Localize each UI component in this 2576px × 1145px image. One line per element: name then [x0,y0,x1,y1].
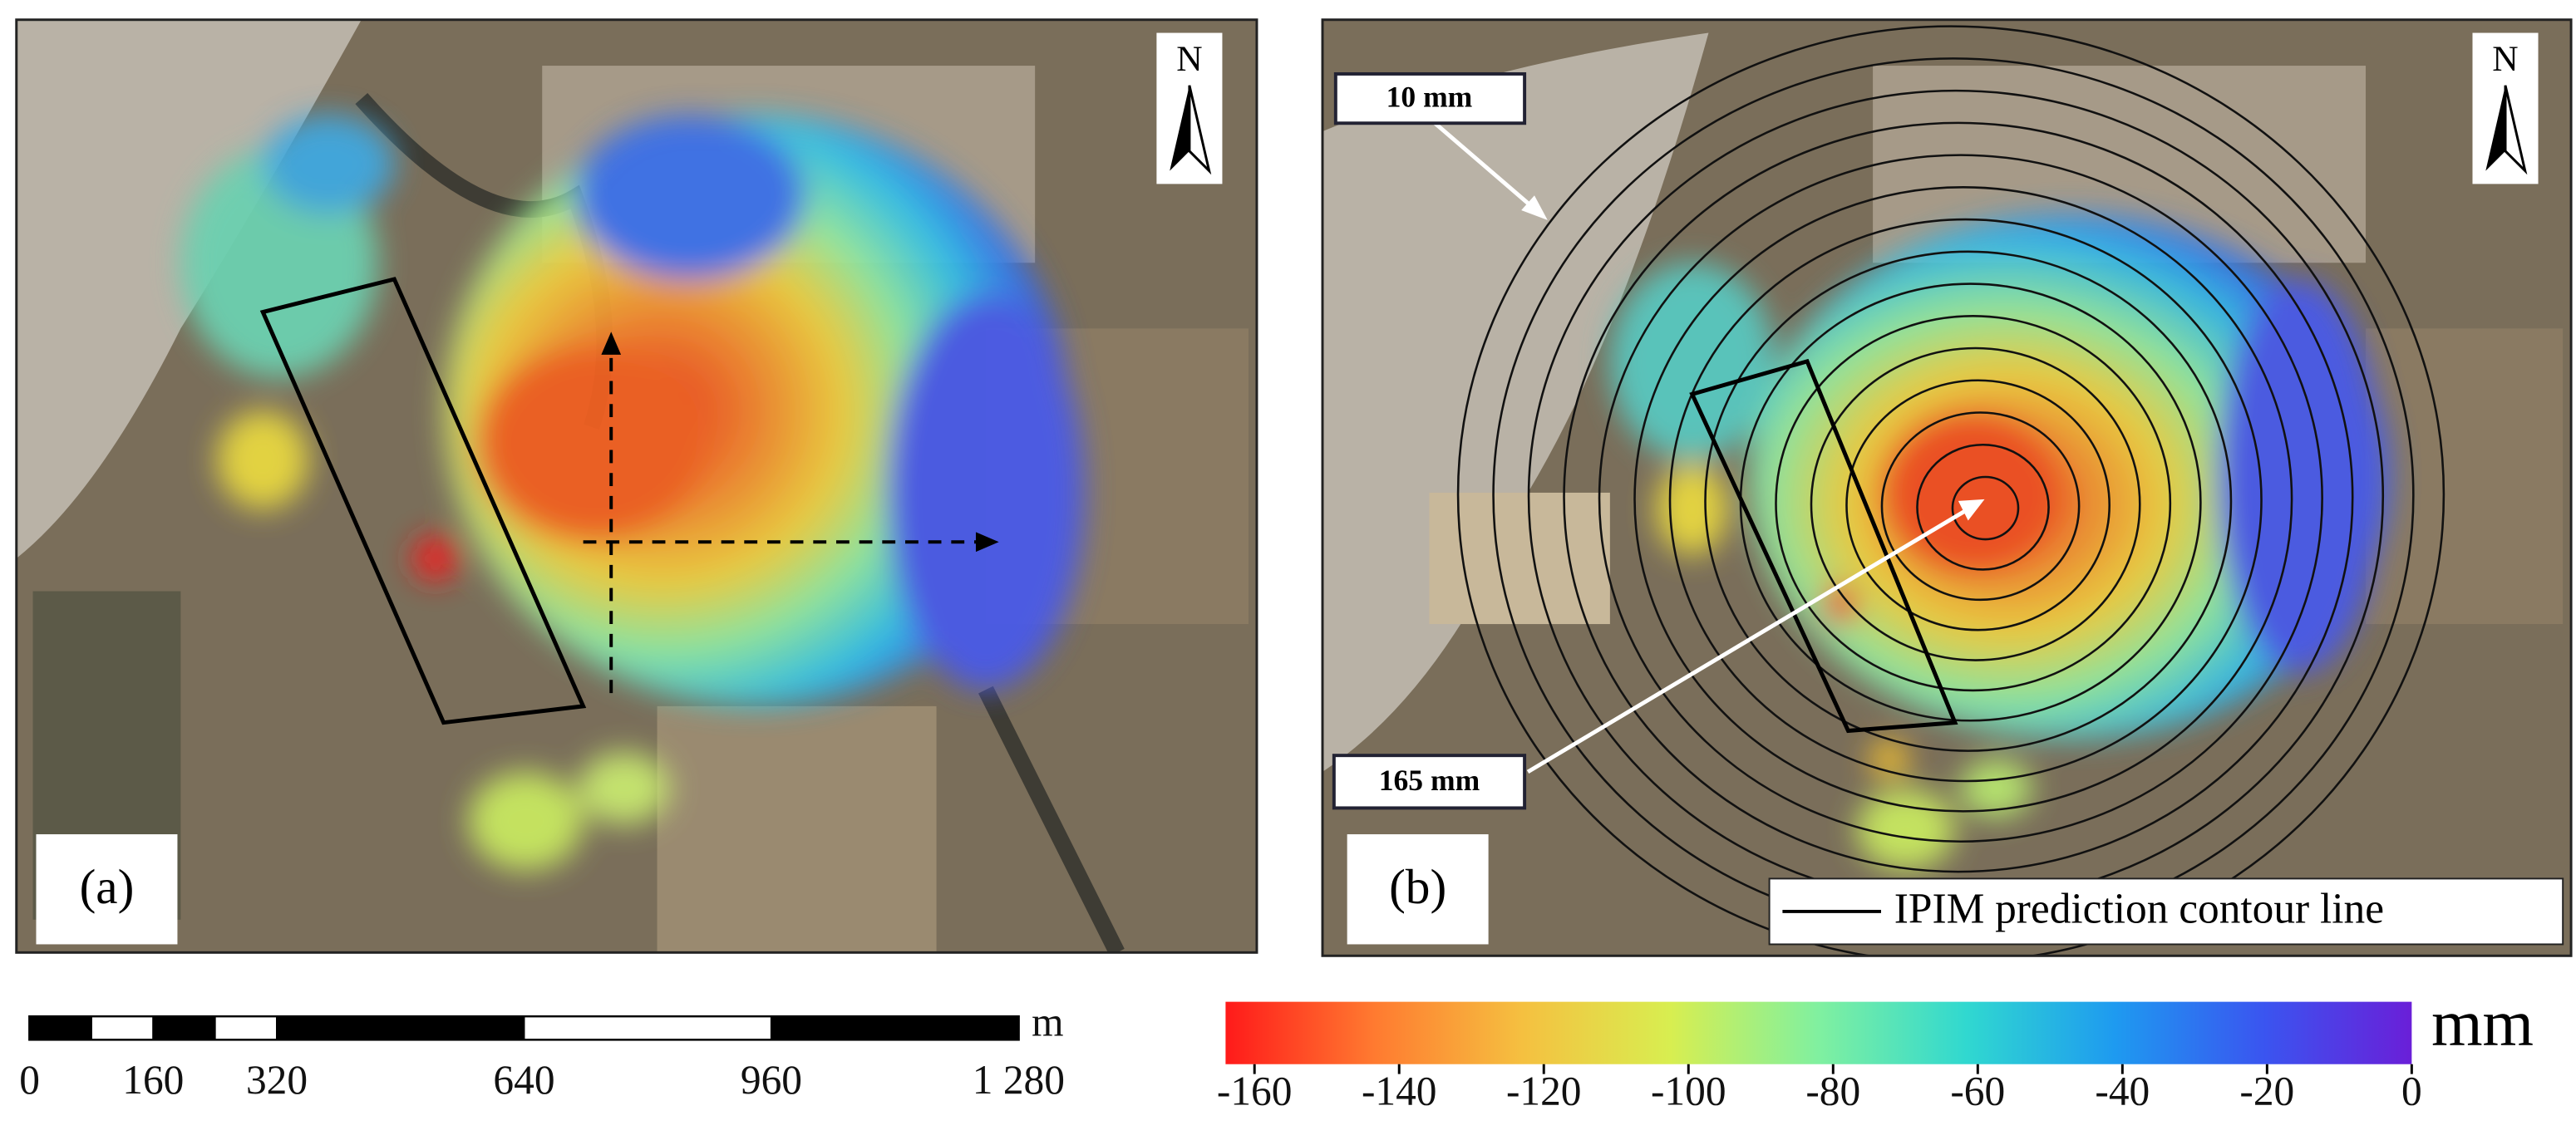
panel-label: (b) [1389,859,1446,914]
contour-line [1916,443,2050,571]
scale-segment [276,1015,525,1041]
panel-a: (a) N [16,19,1257,953]
colorbar-tick-label: -80 [1805,1069,1860,1114]
scale-segment [90,1015,155,1041]
colorbar-tick-label: 0 [2401,1069,2422,1114]
contour-line [1633,186,2293,813]
panel-label: (a) [80,859,135,914]
scale-segment [523,1015,772,1041]
contour-annotation: 165 mm [1379,764,1480,797]
contour-line [1598,154,2323,843]
scale-segment [770,1015,1020,1041]
contour-line [1775,315,2172,692]
scale-unit: m [1032,1000,1063,1045]
colorbar: -160 -140 -120 -100 -80 -60 -40 -20 0mm [1217,987,2534,1113]
contour-line [1845,379,2111,631]
scale-tick-label: 640 [493,1057,554,1103]
scale-tick-label: 320 [246,1057,308,1103]
colorbar-label: mm [2431,987,2534,1059]
contour-line [1456,25,2445,956]
scale-tick-label: 1 280 [973,1057,1065,1103]
north-label: N [2492,39,2518,79]
legend-label: IPIM prediction contour line [1894,886,2384,933]
contour-line [1563,121,2354,873]
scale-segment [214,1015,278,1041]
contour-line [1668,218,2263,783]
colorbar-tick-label: -40 [2095,1069,2150,1114]
contour-line [1810,346,2141,661]
north-label: N [1176,39,1202,79]
scale-tick-label: 960 [741,1057,802,1103]
scale-bar: 0 160 320 640 960 1 280 m [19,1000,1065,1103]
scale-tick-label: 0 [19,1057,40,1103]
contour-line [1704,250,2233,752]
colorbar-tick-label: -20 [2239,1069,2294,1114]
contour-line [1880,411,2081,602]
scale-segment [152,1015,216,1041]
scale-tick-label: 160 [122,1057,184,1103]
scale-segment [28,1015,92,1041]
colorbar-tick-label: -100 [1651,1069,1726,1114]
colorbar-tick-label: -140 [1362,1069,1437,1114]
panel-b: 10 mm 165 mm (b) IPIM prediction contour… [1322,19,2572,956]
contour-annotation: 10 mm [1387,81,1473,114]
contour-line [1951,475,2020,541]
colorbar-tick-label: -120 [1506,1069,1582,1114]
colorbar-gradient [1225,1001,2412,1064]
colorbar-tick-label: -160 [1217,1069,1293,1114]
colorbar-tick-label: -60 [1950,1069,2005,1114]
